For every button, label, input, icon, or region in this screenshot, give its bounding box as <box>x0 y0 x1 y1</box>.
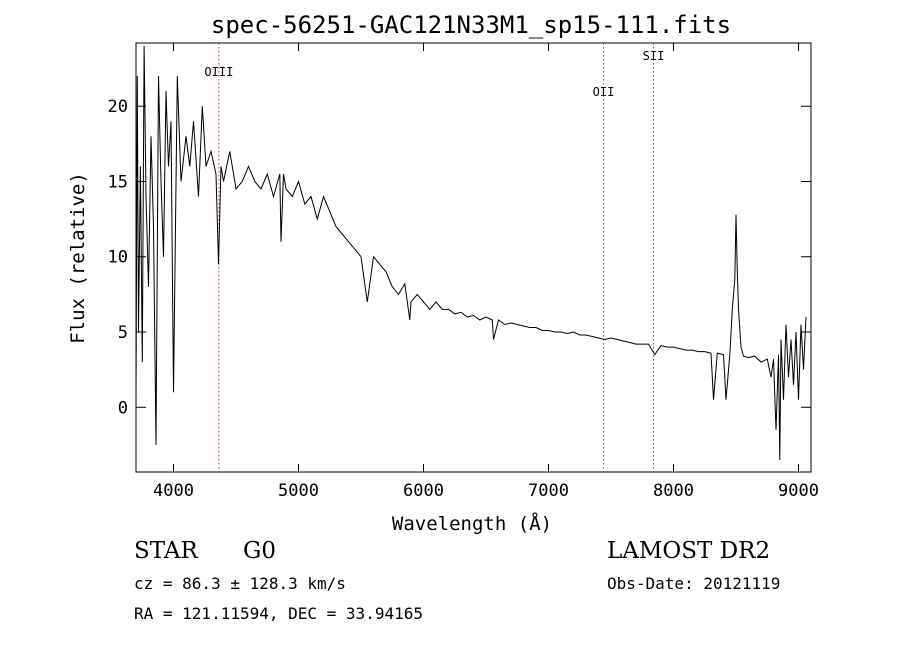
object-subclass: G0 <box>243 538 277 564</box>
redshift-text: cz = 86.3 ± 128.3 km/s <box>134 574 346 593</box>
y-tick-label: 15 <box>108 172 128 192</box>
emission-line-markers: OIII OII SII <box>204 43 664 472</box>
line-label-oii: OII <box>593 85 615 99</box>
line-label-sii: SII <box>643 49 665 63</box>
object-class: STAR <box>134 538 198 564</box>
y-tick-label: 10 <box>108 248 128 268</box>
x-tick-label: 6000 <box>403 481 444 501</box>
x-tick-label: 7000 <box>528 481 569 501</box>
coordinates-text: RA = 121.11594, DEC = 33.94165 <box>134 604 423 623</box>
x-tick-label: 5000 <box>278 481 319 501</box>
survey-name: LAMOST DR2 <box>607 538 771 564</box>
plot-frame <box>135 42 812 473</box>
x-axis-label: Wavelength (Å) <box>392 512 552 535</box>
obs-date-text: Obs-Date: 20121119 <box>607 574 781 593</box>
x-tick-label: 8000 <box>653 481 694 501</box>
chart-title: spec-56251-GAC121N33M1_sp15-111.fits <box>211 11 731 39</box>
axis-ticks: 4000 5000 6000 7000 8000 9000 0 5 10 15 20 <box>108 43 819 501</box>
x-tick-label: 9000 <box>778 481 819 501</box>
line-label-oiii: OIII <box>204 65 233 79</box>
y-axis-label: Flux (relative) <box>67 172 89 344</box>
x-tick-label: 4000 <box>153 481 194 501</box>
y-tick-label: 0 <box>118 398 128 418</box>
y-tick-label: 5 <box>118 323 128 343</box>
y-tick-label: 20 <box>108 97 128 117</box>
spectrum-line <box>135 45 807 461</box>
